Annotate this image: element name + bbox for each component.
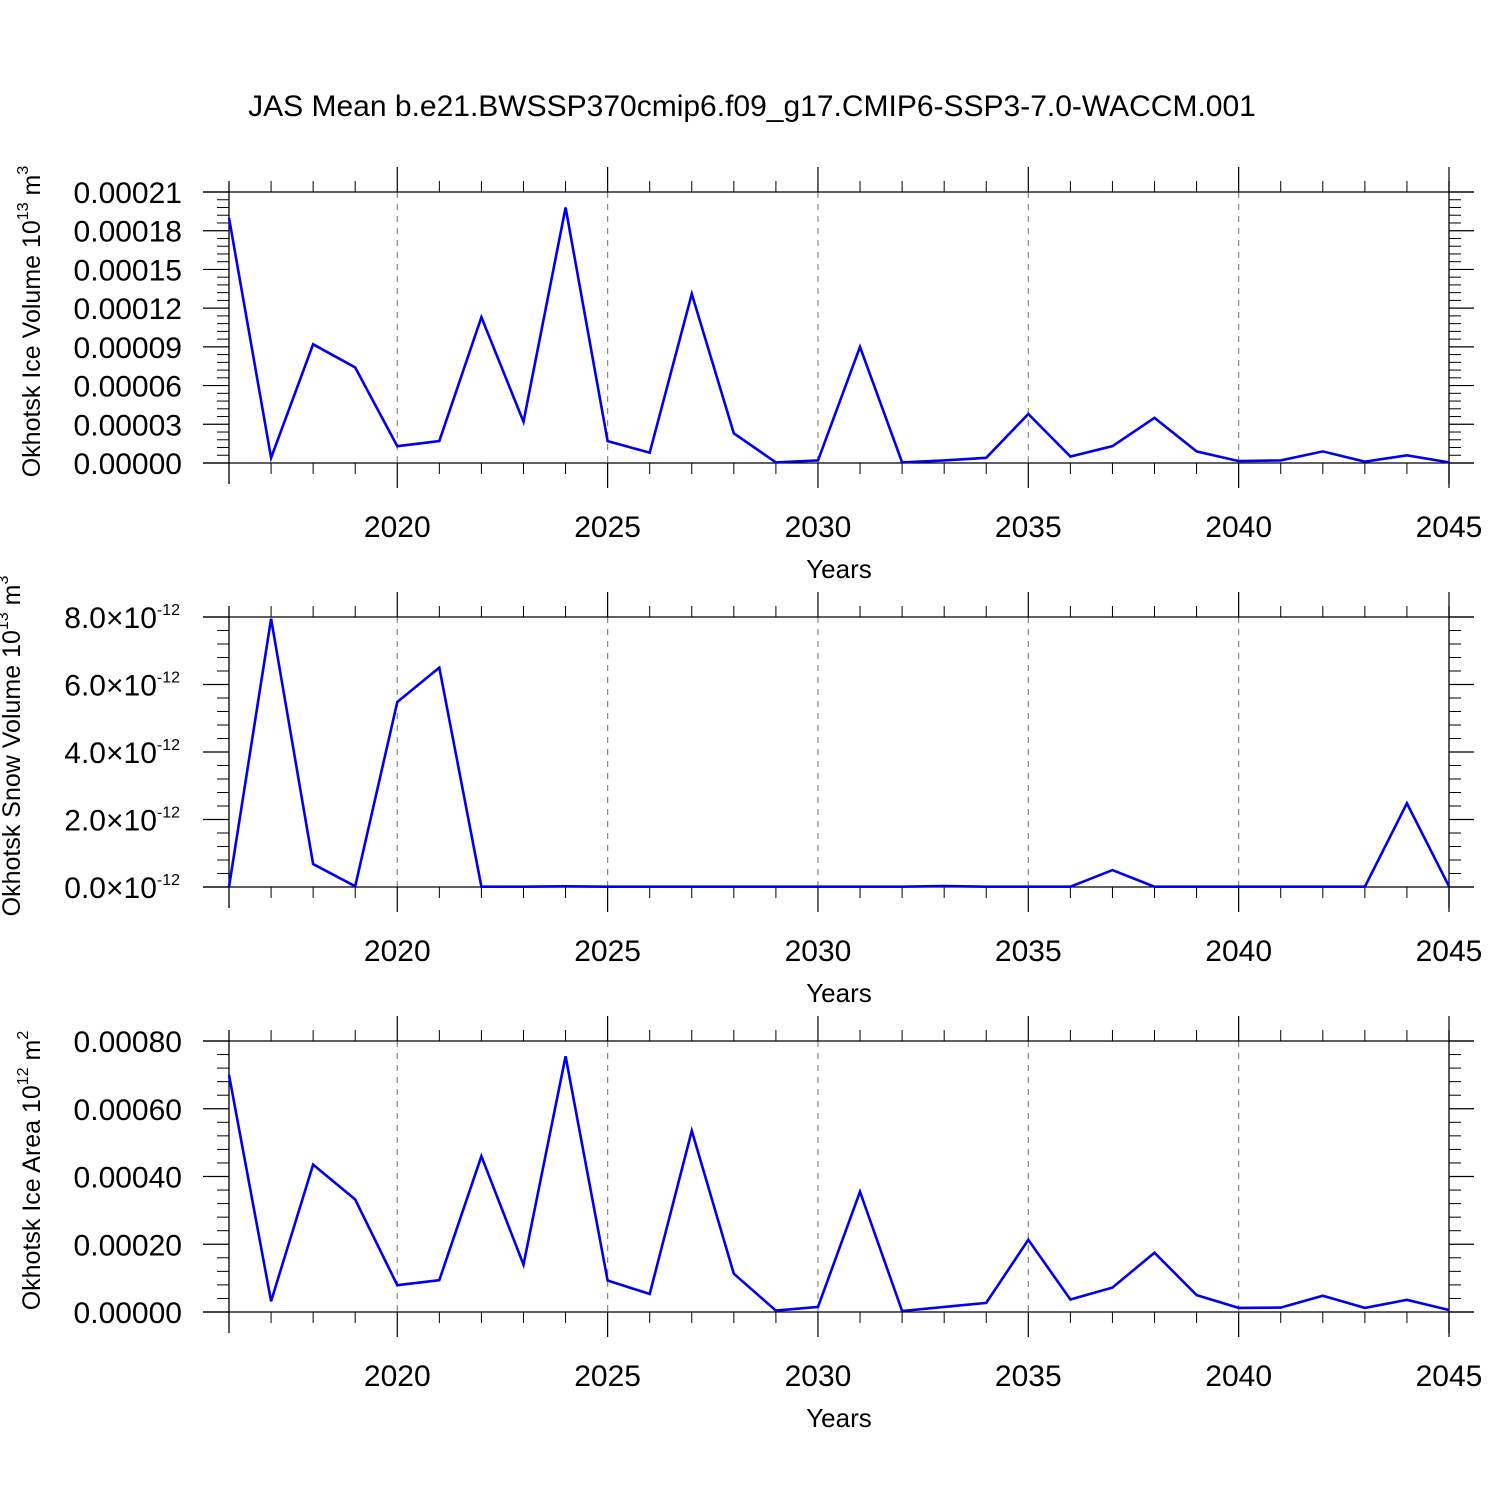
y-tick-label: 0.00021 [74, 177, 182, 210]
x-tick-label: 2045 [1416, 1360, 1483, 1393]
x-tick-label: 2035 [995, 511, 1062, 544]
x-tick-label: 2035 [995, 1360, 1062, 1393]
x-tick-label: 2025 [574, 511, 641, 544]
x-tick-label: 2030 [785, 1360, 852, 1393]
y-tick-label: 0.00009 [74, 332, 182, 365]
y-tick-label: 8.0×10-12 [64, 602, 180, 635]
panel-3: 2020 2025 2030 2035 2040 2045 0.00000 0.00020 0.… [15, 1016, 1482, 1433]
y-tick-label: 0.00040 [74, 1162, 182, 1195]
series-line [229, 208, 1449, 463]
x-tick-label: 2040 [1205, 935, 1272, 968]
y-tick-label: 0.00006 [74, 371, 182, 404]
y-tick-exponent: -12 [157, 737, 180, 754]
x-tick-label: 2030 [785, 935, 852, 968]
y-tick-label: 0.00020 [74, 1229, 182, 1262]
y-axis-title-part: m [18, 1040, 46, 1068]
y-axis-title: Okhotsk Ice Area 1012 m2 [15, 1031, 46, 1311]
x-tick-label: 2040 [1205, 511, 1272, 544]
x-tick-label: 2020 [364, 935, 431, 968]
x-tick-label: 2030 [785, 511, 852, 544]
y-tick-label: 0.00003 [74, 409, 182, 442]
y-axis-title-part: 13 [15, 202, 32, 220]
x-axis-title: Years [806, 554, 872, 584]
y-axis-title-part: 3 [15, 166, 32, 175]
series-line [229, 619, 1449, 887]
y-tick-label: 0.00000 [74, 448, 182, 481]
x-tick-label: 2045 [1416, 511, 1483, 544]
y-tick-label: 0.00012 [74, 293, 182, 326]
y-tick-label: 0.00015 [74, 254, 182, 287]
y-tick-label: 2.0×10-12 [64, 805, 180, 838]
series-line [229, 1056, 1449, 1311]
figure-title: JAS Mean b.e21.BWSSP370cmip6.f09_g17.CMI… [248, 90, 1256, 123]
y-tick-mantissa: 0.0×10 [64, 872, 157, 905]
y-axis-title: Okhotsk Ice Volume 1013 m3 [15, 166, 46, 478]
y-tick-label: 0.00018 [74, 216, 182, 249]
y-tick-label: 0.0×10-12 [64, 872, 180, 905]
y-tick-label: 4.0×10-12 [64, 737, 180, 770]
x-tick-label: 2020 [364, 511, 431, 544]
y-tick-label: 0.00080 [74, 1026, 182, 1059]
y-axis-title-part: Okhotsk Ice Area 10 [18, 1085, 46, 1310]
y-tick-label: 0.00000 [74, 1297, 182, 1330]
y-tick-exponent: -12 [157, 670, 180, 687]
x-axis-title: Years [806, 978, 872, 1008]
x-axis-title: Years [806, 1403, 872, 1433]
y-axis-title-part: Okhotsk Ice Volume 10 [18, 220, 46, 477]
y-axis-title-part: Okhotsk Snow Volume 10 [0, 630, 26, 916]
y-axis-title-part: 12 [15, 1067, 32, 1085]
y-axis-title-part: 3 [0, 576, 12, 585]
y-tick-exponent: -12 [157, 602, 180, 619]
panels: 2020 2025 2030 2035 2040 2045 0.00000 0.00003 0.… [0, 166, 1482, 1433]
y-tick-mantissa: 6.0×10 [64, 670, 157, 703]
x-tick-label: 2040 [1205, 1360, 1272, 1393]
y-axis-title-part: m [18, 175, 46, 203]
y-tick-label: 6.0×10-12 [64, 670, 180, 703]
y-tick-mantissa: 2.0×10 [64, 805, 157, 838]
x-tick-label: 2025 [574, 1360, 641, 1393]
y-axis-title-part: 13 [0, 612, 12, 630]
y-axis-title: Okhotsk Snow Volume 1013 m3 [0, 576, 26, 917]
y-axis-title-part: m [0, 585, 26, 613]
x-tick-label: 2035 [995, 935, 1062, 968]
x-tick-label: 2025 [574, 935, 641, 968]
y-tick-mantissa: 4.0×10 [64, 737, 157, 770]
x-tick-label: 2045 [1416, 935, 1483, 968]
panel-1: 2020 2025 2030 2035 2040 2045 0.00000 0.00003 0.… [15, 166, 1482, 584]
y-tick-exponent: -12 [157, 805, 180, 822]
x-tick-label: 2020 [364, 1360, 431, 1393]
y-axis-title-part: 2 [15, 1031, 32, 1040]
y-tick-exponent: -12 [157, 872, 180, 889]
y-tick-mantissa: 8.0×10 [64, 602, 157, 635]
y-tick-label: 0.00060 [74, 1094, 182, 1127]
